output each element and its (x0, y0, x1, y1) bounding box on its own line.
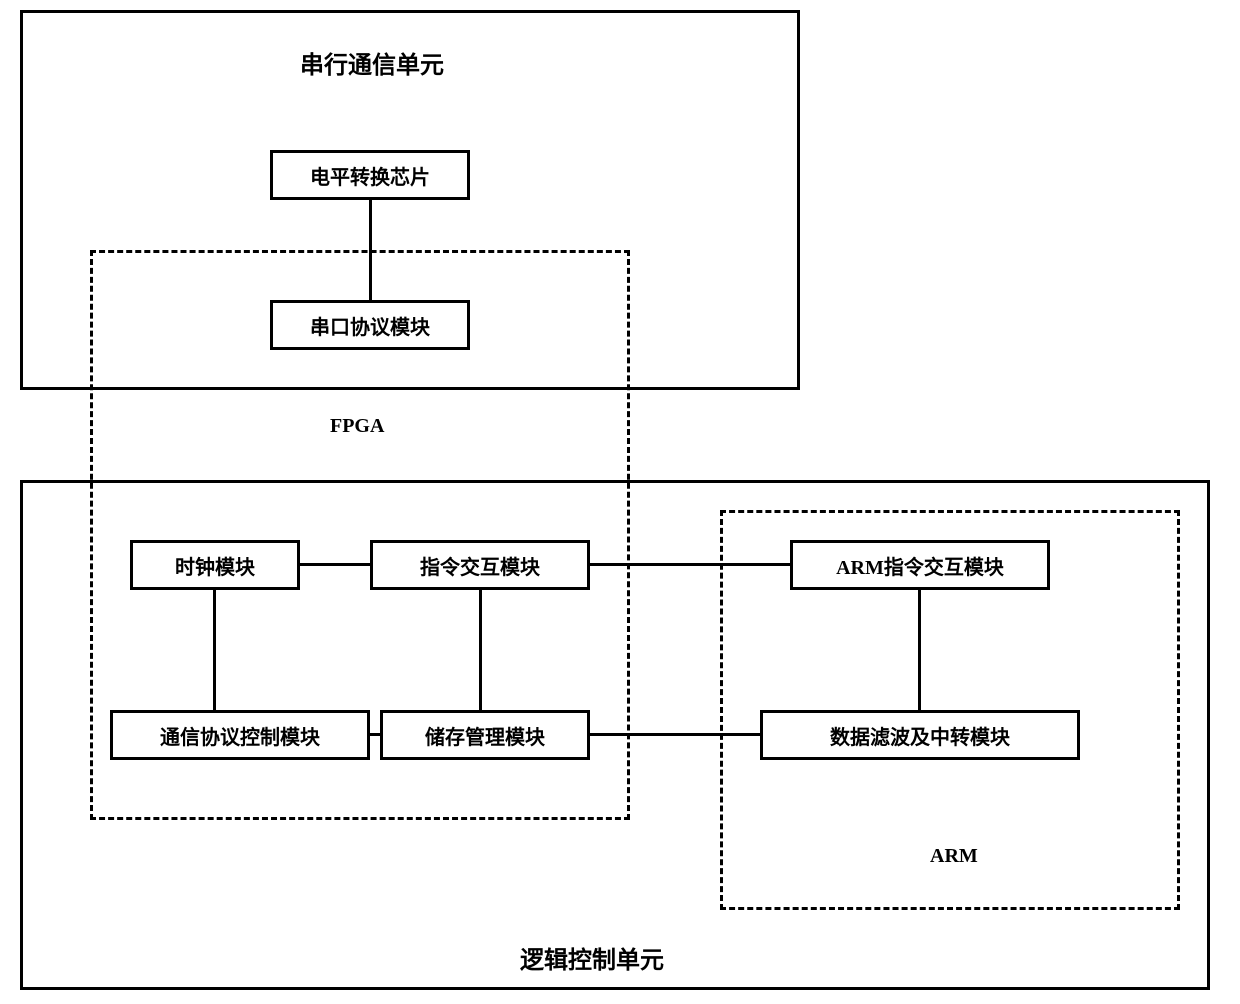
serial-proto-label: 串口协议模块 (310, 311, 430, 340)
level-chip-node: 电平转换芯片 (270, 150, 470, 200)
logic-unit-title: 逻辑控制单元 (520, 940, 664, 975)
arm-label: ARM (930, 845, 978, 868)
filter-label: 数据滤波及中转模块 (830, 721, 1010, 750)
edge-commproto-storage (370, 733, 380, 736)
edge-clock-cmd (300, 563, 370, 566)
edge-cmd-storage (479, 590, 482, 710)
edge-armcmd-filter (918, 590, 921, 710)
edge-storage-filter (590, 733, 760, 736)
cmd-interact-label: 指令交互模块 (420, 551, 540, 580)
level-chip-label: 电平转换芯片 (310, 161, 430, 190)
comm-proto-label: 通信协议控制模块 (160, 721, 320, 750)
fpga-label: FPGA (330, 415, 384, 438)
storage-node: 储存管理模块 (380, 710, 590, 760)
cmd-interact-node: 指令交互模块 (370, 540, 590, 590)
filter-node: 数据滤波及中转模块 (760, 710, 1080, 760)
serial-proto-node: 串口协议模块 (270, 300, 470, 350)
arm-cmd-label: ARM指令交互模块 (836, 551, 1004, 580)
storage-label: 储存管理模块 (425, 721, 545, 750)
edge-clock-commproto (213, 590, 216, 710)
edge-cmd-armcmd (590, 563, 790, 566)
diagram-root: 串行通信单元 电平转换芯片 串口协议模块 FPGA 时钟模块 指令交互模块 AR… (20, 10, 1220, 990)
clock-node: 时钟模块 (130, 540, 300, 590)
arm-cmd-node: ARM指令交互模块 (790, 540, 1050, 590)
serial-unit-title: 串行通信单元 (300, 45, 444, 80)
comm-proto-node: 通信协议控制模块 (110, 710, 370, 760)
edge-level-serial (369, 200, 372, 300)
clock-label: 时钟模块 (175, 551, 255, 580)
